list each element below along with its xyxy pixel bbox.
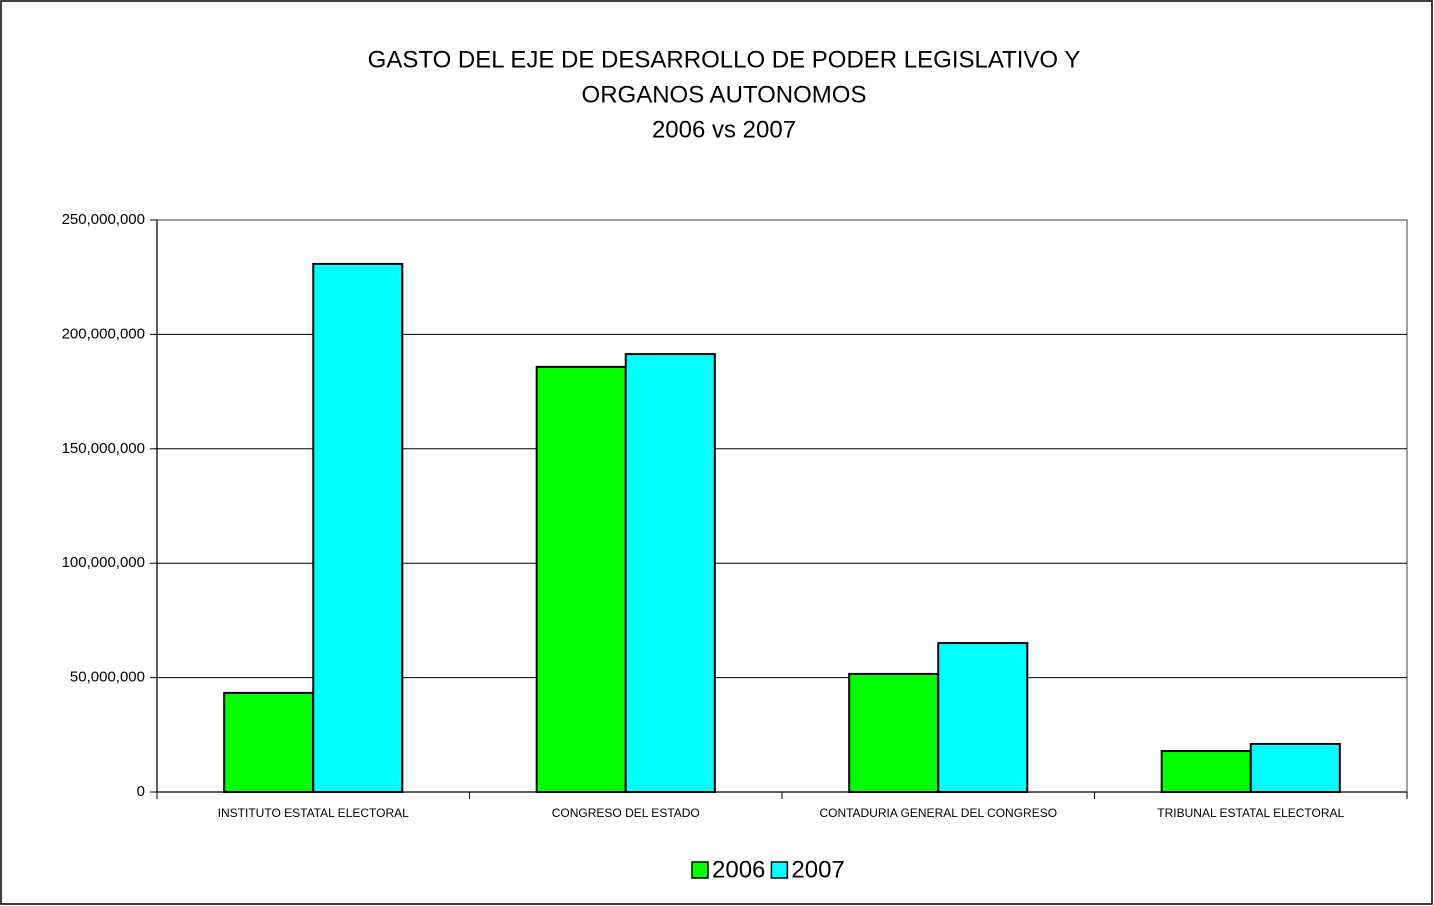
y-tick-label: 200,000,000 [62, 325, 145, 342]
bar [937, 642, 1029, 794]
legend-label: 2006 [712, 856, 765, 883]
bar [535, 365, 627, 793]
bar [1249, 742, 1341, 794]
bar [223, 691, 315, 794]
chart-subtitle: 2006 vs 2007 [652, 116, 796, 143]
x-tick-label: TRIBUNAL ESTATAL ELECTORAL [1157, 806, 1344, 820]
y-tick-label: 250,000,000 [62, 211, 145, 228]
y-tick-label: 0 [137, 783, 145, 800]
bar [624, 353, 716, 793]
y-tick-label: 100,000,000 [62, 554, 145, 571]
y-tick-label: 50,000,000 [70, 669, 145, 686]
x-tick-label: CONTADURIA GENERAL DEL CONGRESO [819, 806, 1057, 820]
legend-label: 2007 [791, 856, 844, 883]
x-tick-label: CONGRESO DEL ESTADO [552, 806, 700, 820]
legend-swatch [691, 861, 709, 879]
x-tick-label: INSTITUTO ESTATAL ELECTORAL [218, 806, 409, 820]
chart-title: ORGANOS AUTONOMOS [582, 81, 867, 108]
y-tick-label: 150,000,000 [62, 440, 145, 457]
bar [848, 672, 940, 794]
bar [1160, 750, 1252, 793]
chart-title: GASTO DEL EJE DE DESARROLLO DE PODER LEG… [368, 46, 1081, 73]
bar [312, 262, 404, 793]
legend-swatch [770, 861, 789, 879]
